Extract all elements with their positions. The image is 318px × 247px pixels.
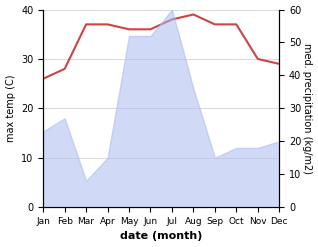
Y-axis label: med. precipitation (kg/m2): med. precipitation (kg/m2) <box>302 43 313 174</box>
X-axis label: date (month): date (month) <box>120 231 203 242</box>
Y-axis label: max temp (C): max temp (C) <box>5 75 16 142</box>
